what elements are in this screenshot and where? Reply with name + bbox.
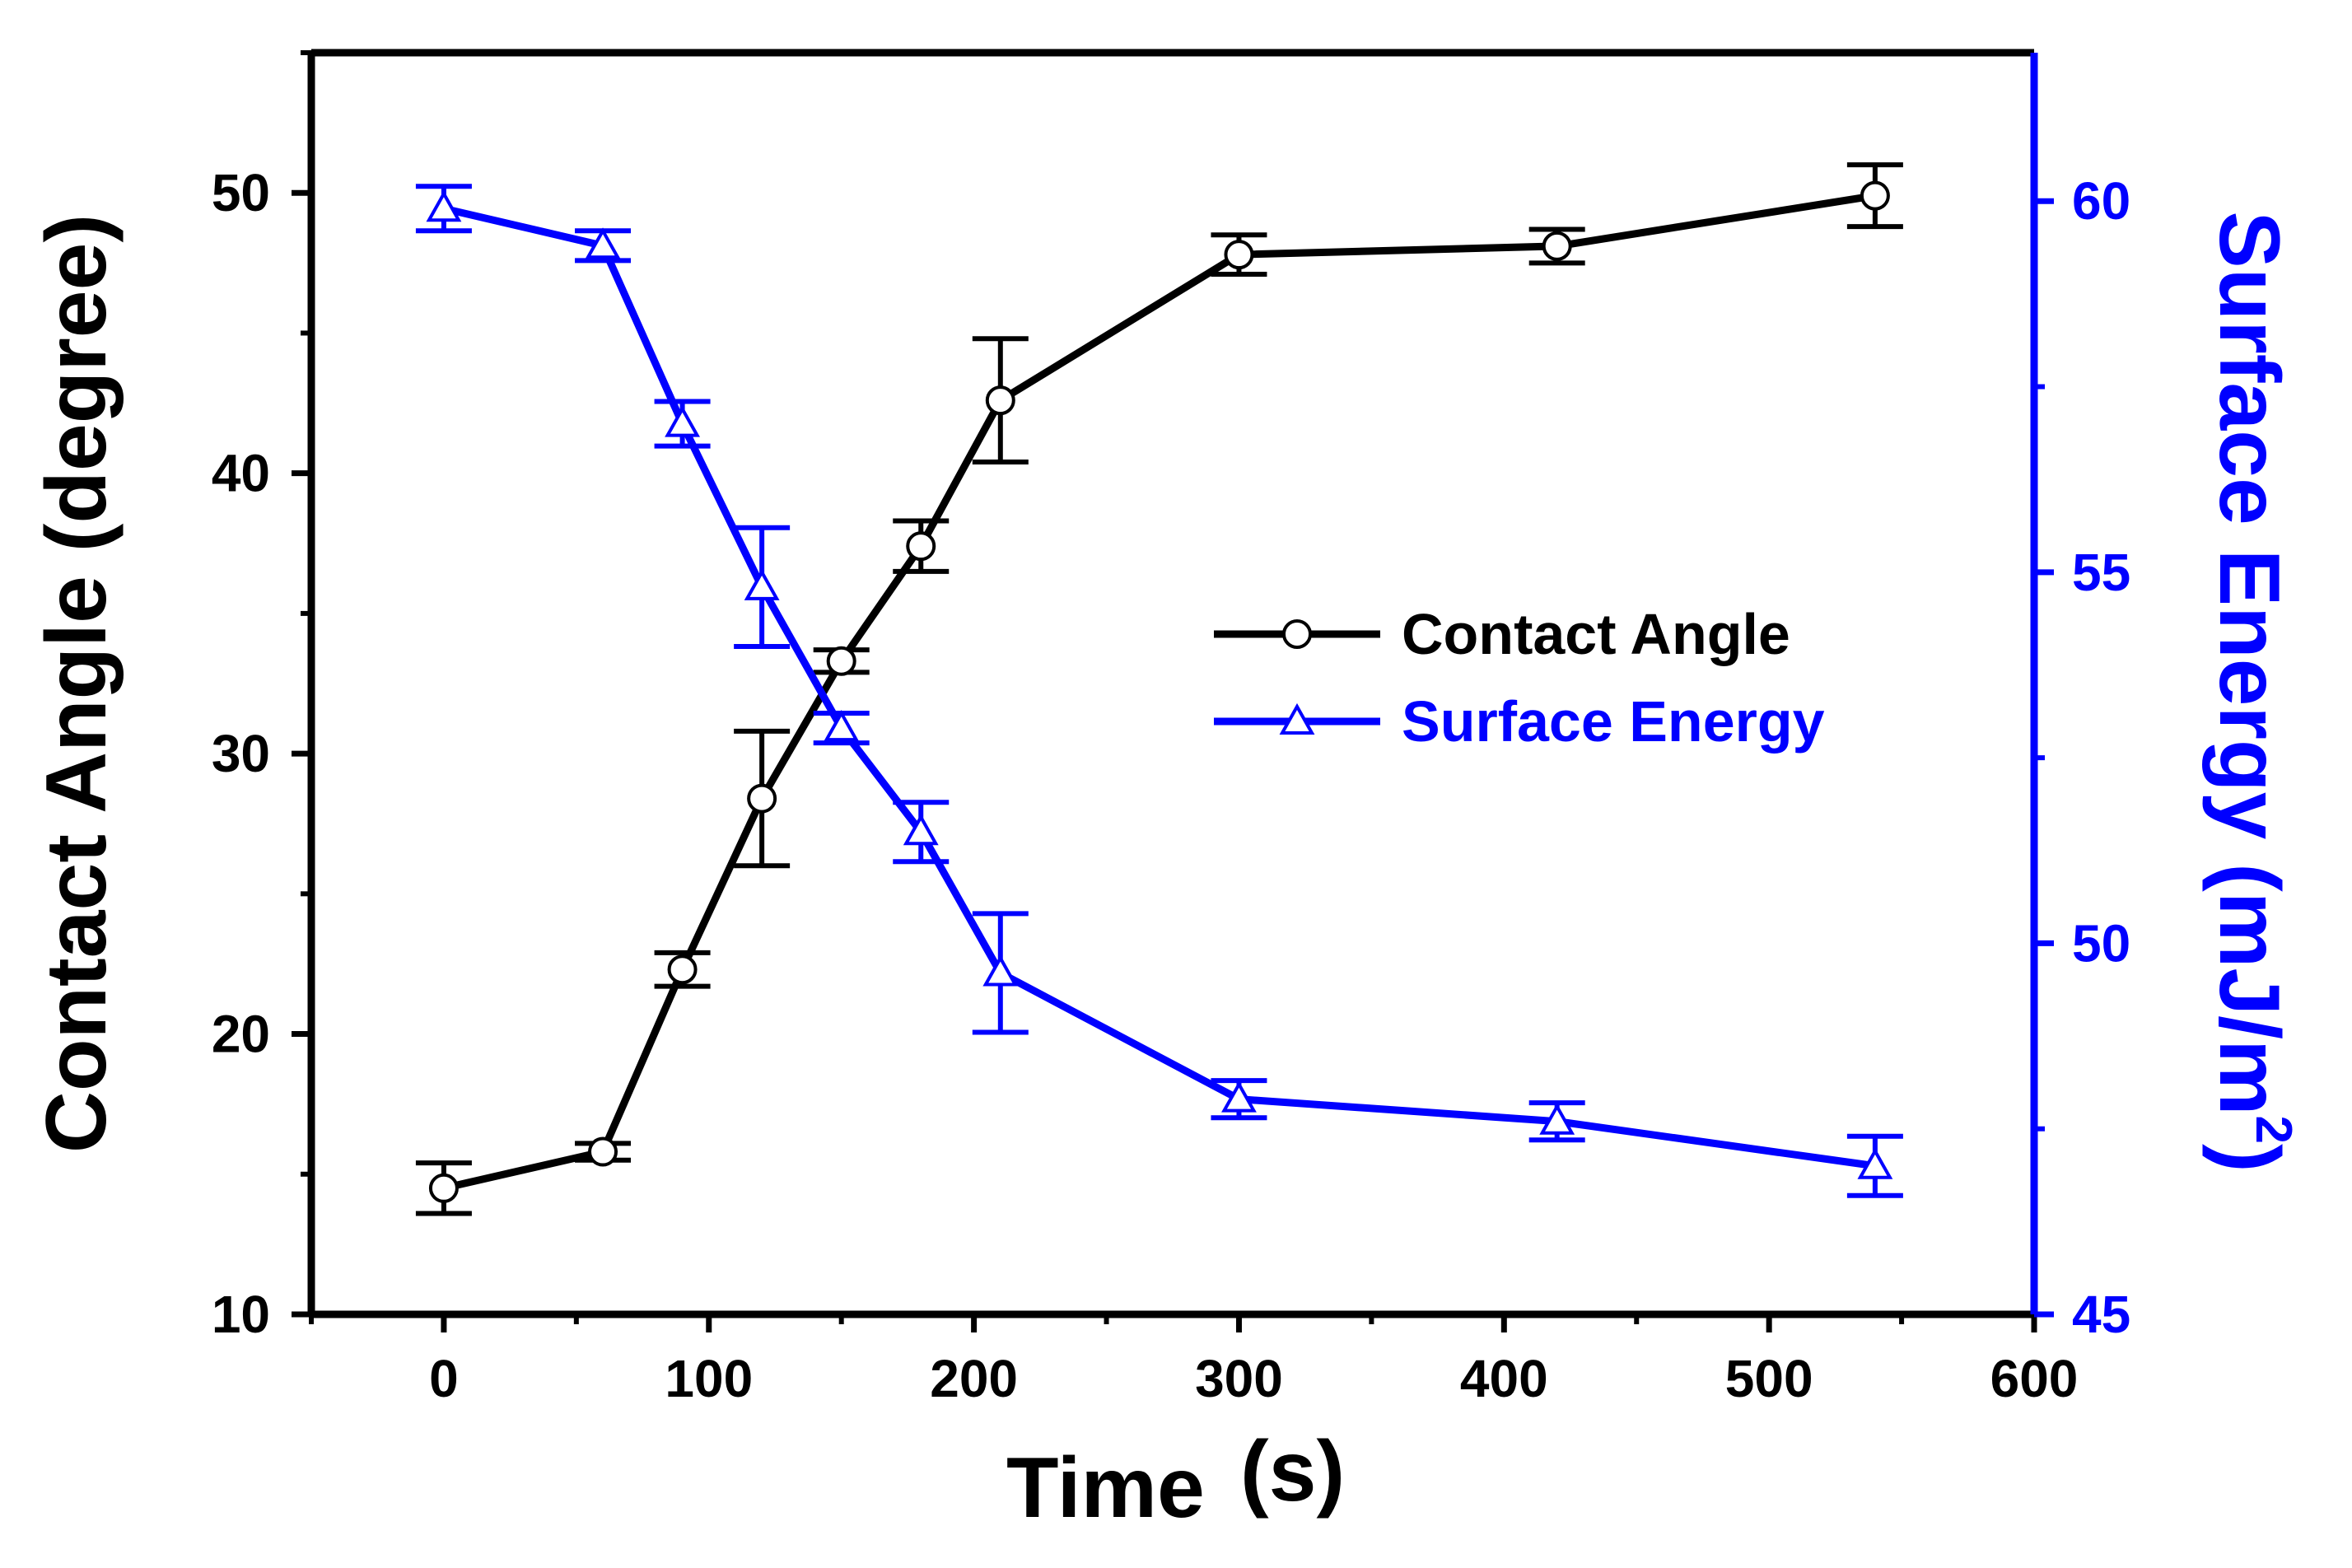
data-point (1860, 180, 1890, 211)
data-point (1224, 240, 1254, 270)
data-point (1221, 1080, 1257, 1113)
legend-marker-contact-angle (1282, 619, 1312, 649)
x-axis-title: Time (1006, 1440, 1205, 1536)
series-surface-energy (415, 184, 1903, 1198)
series-line-contact-angle (442, 192, 1876, 1192)
axes (307, 49, 2038, 1318)
y-tick-label: 50 (212, 163, 270, 222)
y2-axis-title-main: Surface Energy (mJ/m (2201, 211, 2297, 1115)
data-point (747, 783, 777, 814)
legend-label-surface-energy: Surface Energy (1402, 689, 1825, 754)
data-point (826, 646, 856, 676)
data-point (426, 190, 462, 222)
data-point (824, 709, 860, 742)
y2-tick-label: 60 (2072, 171, 2130, 231)
data-point (1857, 1147, 1893, 1179)
data-point (985, 385, 1015, 416)
series-line-surface-energy (442, 204, 1876, 1170)
x-tick-label: 400 (1460, 1349, 1548, 1408)
y2-tick-label: 50 (2072, 913, 2130, 973)
data-point (906, 531, 936, 562)
data-point (588, 1136, 618, 1167)
y2-axis-title: Surface Energy (mJ/m2) (2201, 211, 2302, 1172)
y2-axis-title-sup: 2 (2245, 1116, 2302, 1144)
data-point (1542, 231, 1572, 261)
y-tick-label: 40 (212, 444, 270, 503)
y2-axis-title-close: ) (2201, 1144, 2297, 1173)
ticks: 0 100 200 300 400 500 600 10 20 30 40 50 45 50 55 60 (212, 50, 2130, 1408)
y2-tick-label: 55 (2072, 543, 2130, 602)
x-tick-label: 200 (930, 1349, 1018, 1408)
y-tick-label: 10 (212, 1285, 270, 1344)
x-axis-unit: (s) (1240, 1424, 1345, 1519)
data-point (665, 405, 701, 437)
x-tick-label: 500 (1725, 1349, 1813, 1408)
legend: Contact Angle Surface Energy (1214, 602, 1825, 754)
legend-marker-surface-energy (1279, 702, 1315, 735)
series-contact-angle (415, 162, 1903, 1216)
data-point (1539, 1103, 1575, 1135)
y-tick-label: 20 (212, 1005, 270, 1064)
data-point (428, 1173, 459, 1203)
series (415, 162, 1903, 1216)
x-tick-label: 100 (665, 1349, 753, 1408)
data-point (903, 814, 939, 846)
x-tick-label: 600 (1990, 1349, 2079, 1408)
data-point (585, 227, 621, 259)
data-point (744, 568, 780, 600)
y2-tick-label: 45 (2072, 1285, 2130, 1344)
data-point (667, 954, 698, 985)
x-tick-label: 0 (429, 1349, 459, 1408)
data-point (982, 954, 1019, 987)
x-tick-label: 300 (1195, 1349, 1283, 1408)
legend-label-contact-angle: Contact Angle (1402, 602, 1790, 666)
y-axis-title: Contact Angle (degree) (29, 214, 124, 1153)
y-tick-label: 30 (212, 724, 270, 783)
